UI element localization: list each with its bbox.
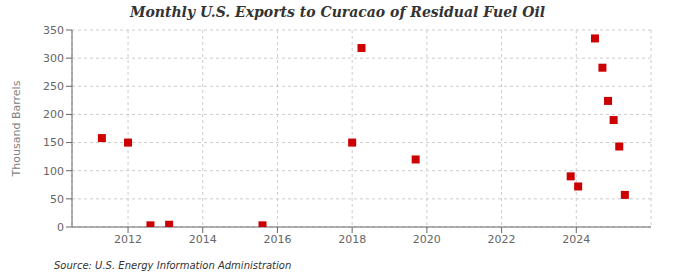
svg-text:2012: 2012: [114, 233, 142, 246]
svg-text:2018: 2018: [338, 233, 366, 246]
svg-text:150: 150: [43, 136, 64, 149]
svg-text:Thousand Barrels: Thousand Barrels: [10, 80, 23, 177]
svg-text:2020: 2020: [413, 233, 441, 246]
svg-text:50: 50: [50, 193, 64, 206]
svg-text:350: 350: [43, 24, 64, 37]
svg-text:2016: 2016: [263, 233, 291, 246]
svg-text:100: 100: [43, 165, 64, 178]
html-text:Source: U.S. Energy Informatio: Source: U.S. Energy Information Administ…: [54, 260, 292, 271]
svg-text:2014: 2014: [189, 233, 217, 246]
svg-text:0: 0: [57, 221, 64, 234]
svg-text:250: 250: [43, 80, 64, 93]
svg-text:300: 300: [43, 52, 64, 65]
svg-text:2022: 2022: [488, 233, 516, 246]
svg-text:2024: 2024: [562, 233, 590, 246]
svg-text:200: 200: [43, 108, 64, 121]
html-text:Monthly U.S. Exports to Curaca: Monthly U.S. Exports to Curacao of Resid…: [129, 4, 546, 20]
